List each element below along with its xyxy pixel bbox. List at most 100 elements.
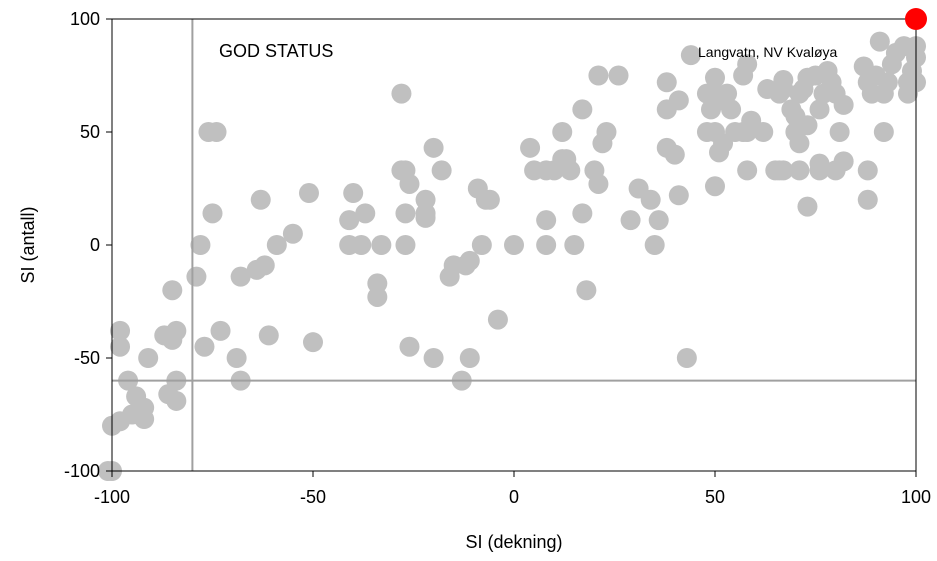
data-point [809, 160, 830, 181]
data-point [596, 122, 617, 142]
y-tick-label: 50 [80, 122, 100, 142]
data-point [709, 142, 730, 163]
data-point [648, 210, 669, 231]
data-point [809, 99, 830, 120]
data-point [572, 99, 593, 120]
data-point [110, 320, 131, 341]
data-point [797, 115, 818, 136]
data-point [737, 54, 758, 75]
points-layer [97, 31, 926, 481]
data-point [572, 203, 593, 224]
data-point [471, 235, 492, 255]
data-point [620, 210, 641, 231]
highlight-point [905, 8, 927, 30]
data-point [166, 390, 187, 411]
data-point [459, 348, 480, 368]
data-point [668, 90, 689, 111]
data-point [588, 65, 609, 86]
data-point [162, 280, 183, 301]
data-point [391, 83, 412, 104]
data-point [190, 235, 211, 255]
data-point [833, 151, 854, 172]
data-point [869, 31, 890, 52]
x-axis-title: SI (dekning) [465, 532, 562, 552]
x-tick-label: -100 [94, 487, 130, 507]
x-tick-label: 50 [705, 487, 725, 507]
data-point [371, 235, 392, 255]
x-tick-label: 100 [901, 487, 931, 507]
data-point [282, 223, 303, 244]
data-point [186, 266, 207, 287]
data-point [789, 160, 810, 181]
data-point [640, 189, 661, 210]
data-point [797, 196, 818, 217]
y-axis-title: SI (antall) [18, 206, 38, 283]
data-point [552, 122, 573, 142]
x-tick-label: -50 [300, 487, 326, 507]
data-point [258, 325, 279, 346]
data-point [773, 79, 794, 100]
data-point [134, 409, 155, 430]
data-point [504, 235, 524, 255]
data-point [487, 309, 508, 330]
data-point [536, 210, 557, 231]
data-point [773, 160, 794, 181]
data-point [298, 183, 319, 204]
data-point [230, 266, 251, 287]
data-point [415, 207, 436, 228]
data-point [303, 332, 323, 353]
data-point [250, 189, 271, 210]
data-point [789, 133, 810, 154]
data-point [399, 336, 420, 357]
data-point [343, 183, 364, 204]
data-point [206, 122, 227, 142]
data-point [355, 203, 376, 224]
data-point [560, 160, 581, 181]
data-point [668, 185, 689, 206]
data-point [423, 137, 444, 158]
data-point [705, 67, 725, 88]
data-point [339, 210, 360, 231]
reference-lines [112, 19, 916, 471]
data-point [721, 99, 742, 120]
data-point [431, 160, 452, 181]
data-point [520, 137, 541, 158]
data-point [737, 160, 758, 181]
data-point [254, 255, 275, 276]
y-tick-label: 0 [90, 235, 100, 255]
data-point [753, 122, 774, 142]
data-point [656, 72, 677, 93]
data-point [110, 336, 131, 357]
site-label: Langvatn, NV Kvaløya [698, 44, 838, 60]
data-point [608, 65, 629, 86]
data-point [833, 94, 854, 115]
data-point [680, 45, 701, 66]
data-point [210, 320, 231, 341]
y-tick-label: -100 [64, 461, 100, 481]
data-point [676, 348, 697, 368]
data-point [423, 348, 444, 368]
data-point [202, 203, 223, 224]
data-point [564, 235, 585, 255]
data-point [138, 348, 159, 368]
data-point [395, 203, 416, 224]
data-point [873, 122, 894, 142]
data-point [166, 320, 187, 341]
data-point [588, 173, 609, 194]
status-label: GOD STATUS [219, 41, 333, 61]
x-tick-label: 0 [509, 487, 519, 507]
data-point [644, 235, 665, 255]
data-point [266, 235, 287, 255]
data-point [664, 144, 685, 165]
data-point [857, 189, 878, 210]
axis-ticks: -100 -50 0 50 100 -100 -50 0 50 100 [64, 9, 931, 507]
data-point [226, 348, 247, 368]
data-point [877, 72, 898, 93]
data-point [717, 83, 738, 104]
data-point [705, 176, 725, 197]
data-point [367, 273, 388, 294]
data-point [351, 235, 372, 255]
data-point [536, 235, 557, 255]
y-tick-label: -50 [74, 348, 100, 368]
